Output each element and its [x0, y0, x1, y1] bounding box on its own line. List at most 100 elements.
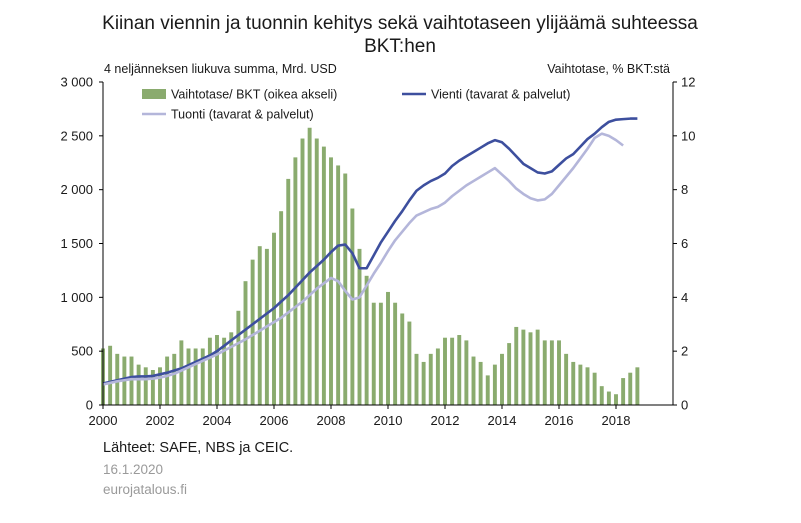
bar: [400, 313, 405, 405]
bar: [200, 348, 205, 405]
left-axis-label: 4 neljänneksen liukuva summa, Mrd. USD: [104, 62, 337, 76]
x-tick-label: 2016: [545, 413, 574, 428]
bar: [435, 348, 440, 405]
bar: [229, 332, 234, 405]
bar: [243, 281, 248, 405]
bar: [257, 246, 262, 405]
bar: [457, 335, 462, 405]
x-tick-label: 2010: [374, 413, 403, 428]
bar: [179, 340, 184, 405]
bar: [186, 348, 191, 405]
bar: [428, 353, 433, 405]
bar: [443, 337, 447, 405]
bar: [564, 353, 569, 405]
bar: [364, 275, 369, 405]
bar: [464, 340, 469, 405]
bar: [350, 208, 355, 405]
bar: [357, 248, 362, 405]
right-tick-label: 0: [681, 398, 688, 413]
line-series-1: [102, 117, 638, 385]
right-tick-label: 2: [681, 344, 688, 359]
x-tick-label: 2006: [260, 413, 289, 428]
bar: [215, 335, 219, 405]
bar: [535, 329, 540, 405]
left-tick-label: 2 500: [60, 128, 93, 143]
bar: [599, 386, 604, 405]
left-tick-label: 3 000: [60, 75, 93, 90]
site-name: eurojatalous.fi: [103, 482, 188, 497]
right-tick-label: 8: [681, 182, 688, 197]
bar: [386, 291, 390, 405]
x-tick-label: 2018: [602, 413, 631, 428]
bar: [471, 356, 476, 405]
bar: [286, 178, 291, 405]
bar: [628, 372, 633, 405]
bar: [528, 332, 533, 405]
bar: [129, 356, 134, 405]
bar: [172, 353, 177, 405]
left-tick-label: 500: [71, 344, 93, 359]
bar: [279, 211, 284, 405]
bar: [165, 356, 170, 405]
bar: [557, 340, 561, 405]
chart: Kiinan viennin ja tuonnin kehitys sekä v…: [60, 13, 698, 428]
bar: [193, 348, 198, 405]
bar: [143, 367, 148, 405]
bar: [371, 302, 376, 405]
x-tick-label: 2002: [146, 413, 175, 428]
right-tick-label: 4: [681, 290, 688, 305]
bar: [514, 326, 519, 405]
source-note: Lähteet: SAFE, NBS ja CEIC.: [103, 440, 294, 456]
bar: [478, 361, 483, 405]
bar: [321, 146, 326, 405]
bar: [307, 127, 312, 405]
bar: [158, 367, 162, 405]
bar: [521, 329, 526, 405]
bar: [500, 353, 504, 405]
bar: [549, 340, 554, 405]
bar: [414, 353, 419, 405]
legend-label: Vienti (tavarat & palvelut): [431, 88, 570, 102]
publish-date: 16.1.2020: [103, 462, 164, 477]
bar: [222, 337, 227, 405]
bar: [571, 361, 576, 405]
bar: [614, 394, 618, 405]
bar: [542, 340, 547, 405]
bar: [272, 232, 276, 405]
x-tick-label: 2000: [89, 413, 118, 428]
legend-label: Vaihtotase/ BKT (oikea akseli): [171, 88, 337, 102]
left-tick-label: 2 000: [60, 182, 93, 197]
bar: [635, 367, 640, 405]
legend-label: Tuonti (tavarat & palvelut): [171, 108, 314, 122]
bar: [393, 302, 398, 405]
right-tick-label: 12: [681, 75, 695, 90]
bar: [300, 138, 305, 405]
bar: [485, 375, 490, 405]
bar: [314, 138, 319, 405]
chart-title-line-2: BKT:hen: [364, 36, 436, 57]
right-axis-label: Vaihtotase, % BKT:stä: [547, 62, 670, 76]
right-tick-label: 10: [681, 128, 695, 143]
bar: [336, 165, 341, 405]
bar: [207, 337, 212, 405]
bar: [592, 372, 597, 405]
bar-series-current-account: [101, 127, 640, 406]
left-tick-label: 1 000: [60, 290, 93, 305]
bar: [293, 157, 298, 405]
bar: [108, 345, 113, 405]
legend: Vaihtotase/ BKT (oikea akseli) Vienti (ta…: [142, 88, 570, 122]
bar: [585, 367, 590, 405]
bar: [578, 364, 583, 406]
bar: [606, 391, 611, 405]
bar: [150, 370, 155, 405]
bar: [450, 337, 455, 405]
x-tick-label: 2004: [203, 413, 232, 428]
bar: [378, 302, 383, 405]
bar: [329, 157, 333, 405]
left-tick-label: 1 500: [60, 236, 93, 251]
x-tick-label: 2012: [431, 413, 460, 428]
bar: [421, 361, 426, 405]
bar: [250, 259, 255, 405]
bar: [507, 343, 512, 405]
chart-title-line-1: Kiinan viennin ja tuonnin kehitys sekä v…: [102, 13, 698, 34]
